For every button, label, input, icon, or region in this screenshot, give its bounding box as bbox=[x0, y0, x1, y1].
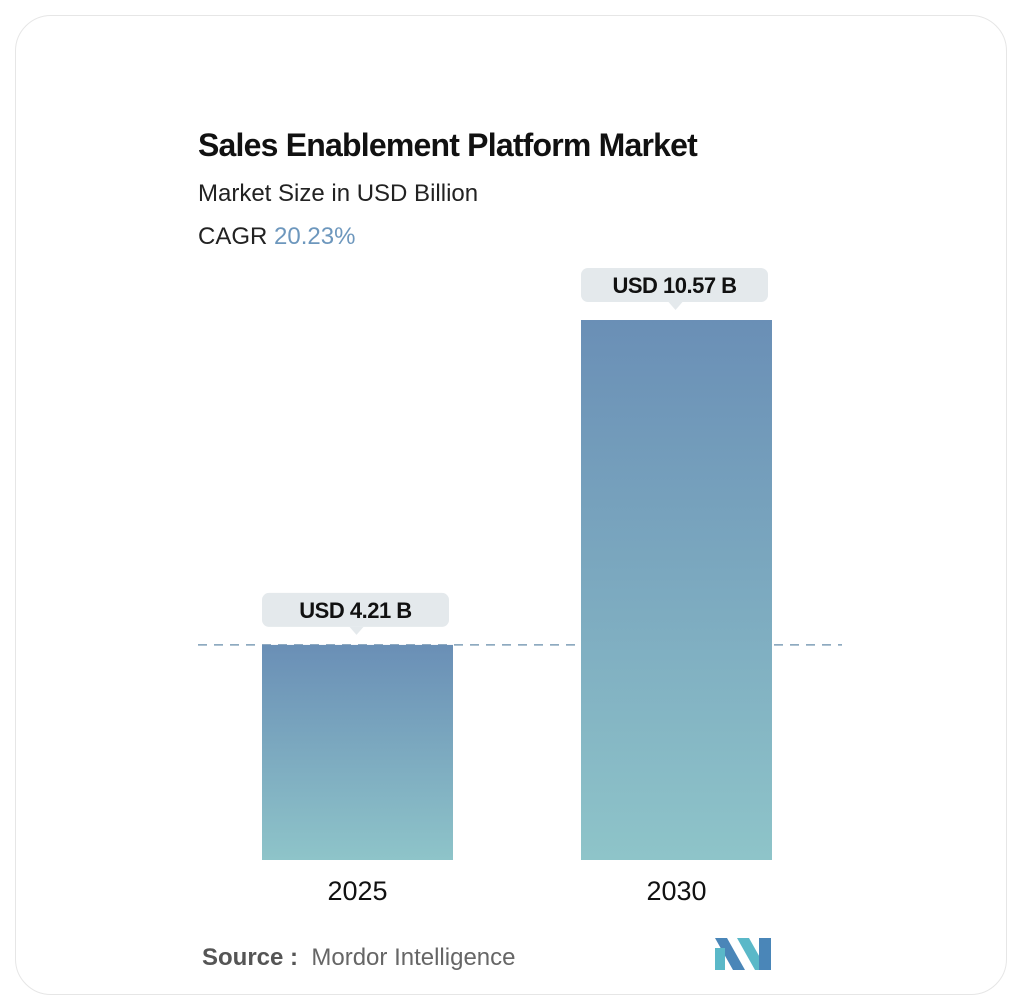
cagr-value: 20.23% bbox=[274, 223, 356, 250]
cagr: CAGR 20.23% bbox=[198, 223, 355, 251]
data-label-bg bbox=[581, 268, 768, 302]
source-label: Source : bbox=[202, 944, 299, 971]
cagr-label: CAGR bbox=[198, 223, 268, 250]
bar-2030 bbox=[581, 320, 772, 860]
mordor-logo bbox=[715, 938, 771, 970]
bar-2025 bbox=[262, 644, 453, 860]
data-label-pointer bbox=[349, 626, 364, 635]
chart-subtitle: Market Size in USD Billion bbox=[198, 180, 479, 207]
data-label: USD 10.57 B bbox=[612, 273, 736, 298]
data-label-bg bbox=[262, 592, 449, 627]
x-tick-label: 2025 bbox=[327, 876, 387, 906]
chart-title: Sales Enablement Platform Market bbox=[198, 127, 698, 163]
x-tick-label: 2030 bbox=[646, 876, 706, 906]
source-value: Mordor Intelligence bbox=[311, 944, 516, 971]
data-label: USD 4.21 B bbox=[299, 598, 411, 623]
chart-card bbox=[15, 15, 1007, 995]
source: Source : Mordor Intelligence bbox=[202, 944, 515, 972]
data-label-pointer bbox=[668, 302, 683, 310]
